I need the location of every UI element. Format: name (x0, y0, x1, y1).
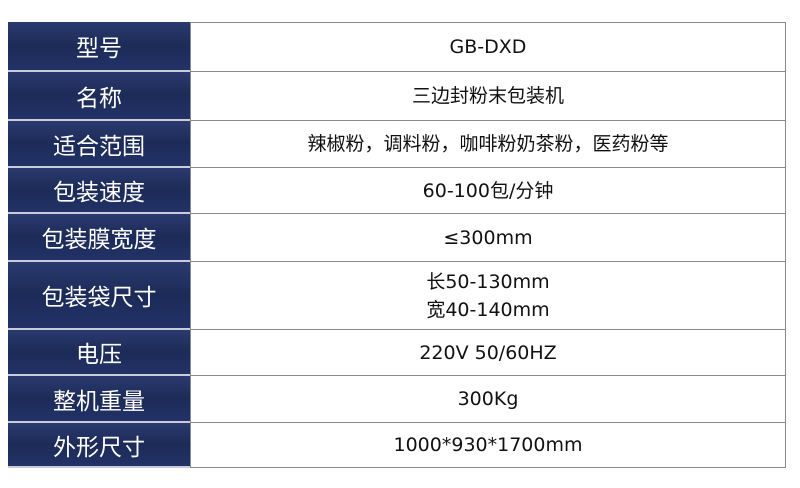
value-line: 长50-130mm (426, 270, 550, 293)
table-row: 电压 220V 50/60HZ (8, 330, 786, 376)
row-label: 包装袋尺寸 (8, 262, 190, 330)
row-value: ≤300mm (190, 214, 786, 262)
row-label: 包装膜宽度 (8, 214, 190, 262)
table-row: 型号 GB-DXD (8, 22, 786, 72)
row-value: 长50-130mm 宽40-140mm (190, 262, 786, 330)
row-label: 名称 (8, 72, 190, 121)
row-value: 三边封粉末包装机 (190, 72, 786, 121)
row-value: 辣椒粉，调料粉，咖啡粉奶茶粉，医药粉等 (190, 121, 786, 168)
row-label: 型号 (8, 22, 190, 72)
row-label: 包装速度 (8, 168, 190, 214)
row-label: 整机重量 (8, 376, 190, 423)
row-label: 适合范围 (8, 121, 190, 168)
table-row: 整机重量 300Kg (8, 376, 786, 423)
table-row: 名称 三边封粉末包装机 (8, 72, 786, 121)
table-row: 包装速度 60-100包/分钟 (8, 168, 786, 214)
row-value: 60-100包/分钟 (190, 168, 786, 214)
table-row: 包装袋尺寸 长50-130mm 宽40-140mm (8, 262, 786, 330)
row-value: 220V 50/60HZ (190, 330, 786, 376)
value-line: 宽40-140mm (426, 298, 550, 321)
row-label: 外形尺寸 (8, 423, 190, 468)
row-label: 电压 (8, 330, 190, 376)
row-value: 1000*930*1700mm (190, 423, 786, 468)
table-row: 外形尺寸 1000*930*1700mm (8, 423, 786, 468)
table-row: 包装膜宽度 ≤300mm (8, 214, 786, 262)
table-row: 适合范围 辣椒粉，调料粉，咖啡粉奶茶粉，医药粉等 (8, 121, 786, 168)
row-value: 300Kg (190, 376, 786, 423)
row-value: GB-DXD (190, 22, 786, 72)
